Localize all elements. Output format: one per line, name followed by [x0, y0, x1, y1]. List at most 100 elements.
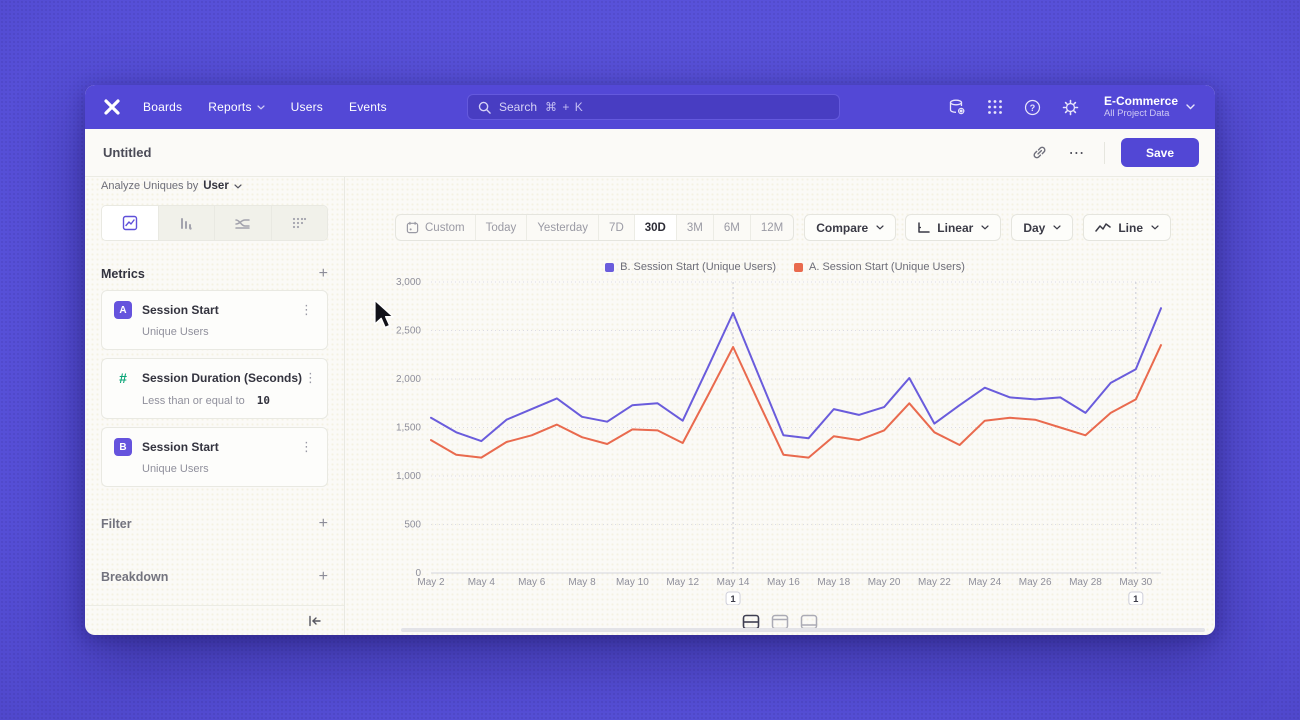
save-button[interactable]: Save [1121, 138, 1199, 167]
search-icon [478, 101, 491, 114]
settings-gear-icon[interactable] [1062, 98, 1080, 116]
metric-subtitle: Unique Users [142, 463, 209, 475]
nav-menu: Boards Reports Users Events [143, 85, 387, 129]
metric-menu-button[interactable]: ⋮ [300, 439, 313, 454]
metric-filter-value[interactable]: 10 [256, 394, 270, 407]
nav-item-boards[interactable]: Boards [143, 100, 182, 114]
analyze-value: User [203, 180, 229, 192]
date-range-group: Custom Today Yesterday 7D 30D 3M 6M 12M [395, 214, 795, 241]
metric-menu-button[interactable]: ⋮ [304, 370, 318, 385]
range-button-custom[interactable]: Custom [396, 215, 476, 240]
legend-item-0[interactable]: B. Session Start (Unique Users) [605, 261, 776, 273]
search-shortcut: ⌘ + K [545, 100, 584, 114]
x-tick-label: May 16 [767, 577, 800, 588]
nav-item-label: Users [290, 100, 323, 114]
scale-label: Linear [937, 220, 974, 235]
nav-item-events[interactable]: Events [349, 100, 387, 114]
metric-menu-button[interactable]: ⋮ [300, 302, 313, 317]
horizontal-scrollbar[interactable] [401, 628, 1205, 632]
metrics-header: Metrics + [101, 265, 328, 282]
range-label: 7D [609, 221, 624, 234]
linear-axis-icon [918, 221, 931, 233]
y-tick-label: 1,500 [396, 423, 421, 434]
apps-grid-icon[interactable] [986, 98, 1004, 116]
nav-item-users[interactable]: Users [291, 100, 323, 114]
search-input[interactable]: Search ⌘ + K [467, 94, 840, 120]
add-metric-button[interactable]: + [318, 265, 328, 282]
metric-title: Session Start [142, 303, 219, 317]
range-button-12m[interactable]: 12M [751, 215, 793, 240]
line-chart-icon [1095, 223, 1112, 232]
metric-badge: B [114, 438, 132, 456]
metrics-list: A Session Start ⋮ Unique Users # Session Dura… [101, 290, 328, 487]
legend-item-1[interactable]: A. Session Start (Unique Users) [794, 261, 965, 273]
chevron-down-icon [981, 225, 989, 230]
section-label: Filter [101, 517, 132, 531]
svg-text:1: 1 [1133, 594, 1139, 605]
tab-flows[interactable] [215, 206, 272, 240]
nav-item-reports[interactable]: Reports [208, 100, 265, 114]
annotation-badge[interactable]: 1 [725, 591, 741, 606]
more-options-button[interactable]: ⋯ [1068, 144, 1086, 162]
sidebar-sections: Filter + Breakdown + [101, 515, 328, 585]
legend-label: A. Session Start (Unique Users) [809, 261, 965, 273]
tab-bar-chart[interactable] [158, 206, 215, 240]
range-button-30d[interactable]: 30D [634, 215, 677, 240]
interval-label: Day [1023, 220, 1046, 235]
collapse-sidebar-icon[interactable] [308, 615, 322, 627]
range-button-yesterday[interactable]: Yesterday [527, 215, 600, 240]
divider [1104, 141, 1105, 164]
x-tick-label: May 10 [616, 577, 649, 588]
metric-subtitle: Less than or equal to [142, 394, 245, 407]
metric-card-a[interactable]: A Session Start ⋮ Unique Users [101, 290, 328, 350]
project-name: E-Commerce [1103, 94, 1178, 108]
nav-item-label: Reports [208, 100, 252, 114]
project-selector[interactable]: E-Commerce All Project Data [1104, 95, 1195, 119]
compare-dropdown[interactable]: Compare [804, 214, 897, 241]
annotation-badge[interactable]: 1 [1128, 591, 1144, 606]
add-breakdown-button[interactable]: + [318, 568, 328, 585]
x-tick-label: May 22 [918, 577, 951, 588]
range-button-7d[interactable]: 7D [599, 215, 635, 240]
help-icon[interactable]: ? [1024, 98, 1042, 116]
metric-card-#[interactable]: # Session Duration (Seconds) ⋮ Less than or… [101, 358, 328, 419]
metric-badge: # [119, 370, 127, 386]
scale-dropdown[interactable]: Linear [905, 214, 1002, 241]
nav-right-group: ? E-Commerce All Project Data [948, 85, 1195, 129]
interval-dropdown[interactable]: Day [1011, 214, 1074, 241]
chart-style-dropdown[interactable]: Line [1083, 214, 1171, 241]
report-title: Untitled [103, 145, 152, 160]
x-tick-label: May 28 [1069, 577, 1102, 588]
add-filter-button[interactable]: + [318, 515, 328, 532]
tab-insights[interactable] [102, 206, 159, 240]
range-button-today[interactable]: Today [476, 215, 528, 240]
share-link-button[interactable] [1028, 142, 1050, 164]
y-gridlines: 0 500 1,000 1,500 2,000 2,500 3,000 [396, 277, 1161, 579]
data-management-icon[interactable] [948, 98, 966, 116]
metrics-title: Metrics [101, 267, 145, 281]
x-tick-label: May 26 [1019, 577, 1052, 588]
query-builder-sidebar: Analyze Uniques by User [85, 177, 345, 635]
tab-retention[interactable] [271, 206, 327, 240]
chart-style-label: Line [1118, 220, 1143, 235]
legend-swatch [794, 262, 803, 272]
range-button-3m[interactable]: 3M [677, 215, 714, 240]
legend-swatch [605, 262, 615, 272]
analyze-uniques-selector[interactable]: Analyze Uniques by User [101, 180, 328, 192]
range-button-6m[interactable]: 6M [714, 215, 751, 240]
chevron-down-icon [1053, 225, 1061, 230]
chart-panel: Custom Today Yesterday 7D 30D 3M 6M 12M Compare… [345, 177, 1215, 635]
range-label: 30D [644, 221, 666, 234]
mixpanel-logo-icon[interactable] [103, 98, 121, 116]
metric-badge: A [114, 301, 132, 319]
sidebar-footer [85, 605, 344, 635]
metric-subtitle: Unique Users [142, 326, 209, 338]
metric-card-b[interactable]: B Session Start ⋮ Unique Users [101, 427, 328, 487]
annotation-lines [732, 282, 1137, 573]
svg-text:?: ? [1030, 102, 1035, 112]
top-navbar: Boards Reports Users Events Search ⌘ + K [85, 85, 1215, 129]
series-line-0 [430, 307, 1162, 443]
range-label: 6M [723, 221, 740, 234]
chevron-down-icon [876, 225, 884, 230]
